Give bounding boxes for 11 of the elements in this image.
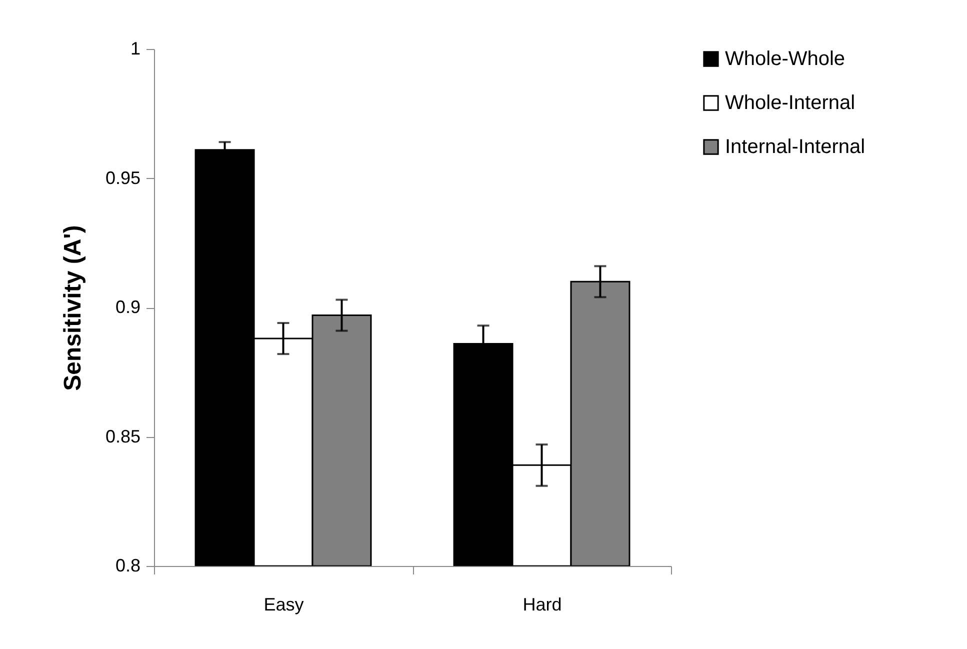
y-tick-label: 0.85 <box>105 426 140 446</box>
y-tick-label: 0.95 <box>105 168 140 188</box>
x-tick-label: Hard <box>522 594 562 614</box>
legend-label: Whole-Internal <box>725 92 856 114</box>
legend-label: Whole-Whole <box>725 48 846 70</box>
legend-label: Internal-Internal <box>725 136 866 158</box>
y-tick-label: 1 <box>130 38 140 58</box>
y-tick-label: 0.8 <box>115 556 140 576</box>
x-tick-label: Easy <box>264 594 304 614</box>
y-axis-title: Sensitivity (A') <box>59 225 86 391</box>
y-tick-label: 0.9 <box>115 297 140 317</box>
